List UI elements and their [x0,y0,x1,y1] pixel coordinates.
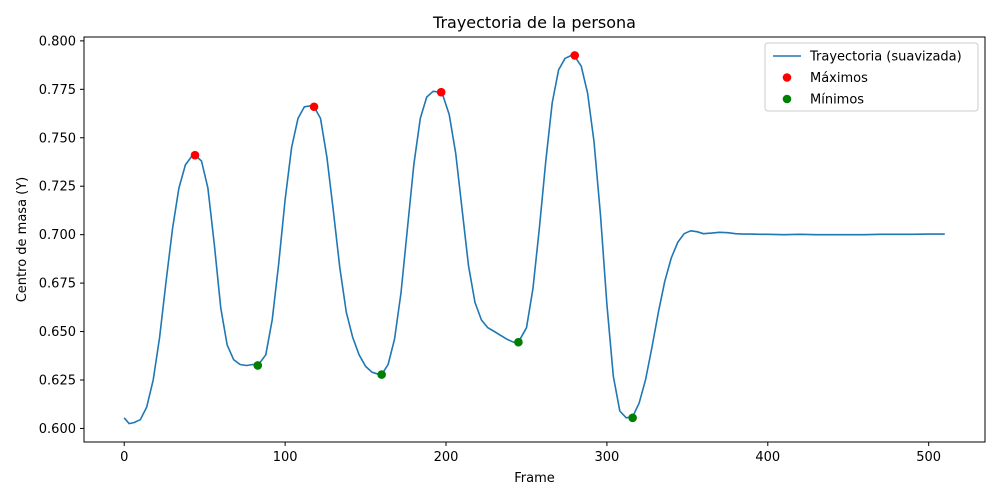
min-point [514,337,523,347]
y-tick-label: 0.750 [39,131,76,146]
x-tick-label: 0 [120,450,128,465]
y-tick-label: 0.775 [39,83,76,98]
y-tick-label: 0.600 [39,422,76,437]
min-point [377,370,386,379]
max-point [570,51,580,60]
chart-title: Trayectoria de la persona [432,13,636,32]
y-tick-label: 0.700 [39,228,76,243]
x-axis-label: Frame [514,471,555,486]
min-point [253,361,263,370]
data-layer [123,51,945,425]
x-tick-label: 500 [916,450,941,465]
legend-label: Trayectoria (suavizada) [809,50,962,65]
y-axis-label: Centro de masa (Y) [15,177,30,303]
y-tick-label: 0.725 [39,180,76,195]
y-tick-label: 0.675 [39,277,76,292]
y-tick-label: 0.625 [39,373,76,388]
x-tick-label: 400 [755,450,780,465]
min-point [628,413,637,423]
x-tick-label: 200 [434,450,459,465]
legend-marker-swatch [782,73,792,82]
legend-marker-swatch [782,94,792,104]
max-point [436,87,446,97]
max-point [190,150,200,160]
x-tick-label: 100 [273,450,298,465]
legend-label: Máximos [810,71,868,86]
legend-label: Mínimos [810,93,864,108]
plot-frame [83,36,986,443]
y-tick-label: 0.800 [39,34,76,49]
legend-box [764,42,979,112]
y-axis: 0.600 0.625 0.650 0.675 0.700 0.725 0.750 0.775… [39,34,84,437]
x-axis: 0 100 200 300 400 500 [120,442,941,465]
y-tick-label: 0.650 [39,325,76,340]
x-tick-label: 300 [594,450,619,465]
legend: Trayectoria (suavizada) Máximos Mínimos [764,42,979,112]
max-point [309,102,319,112]
series-line-trayectoria [123,54,945,425]
